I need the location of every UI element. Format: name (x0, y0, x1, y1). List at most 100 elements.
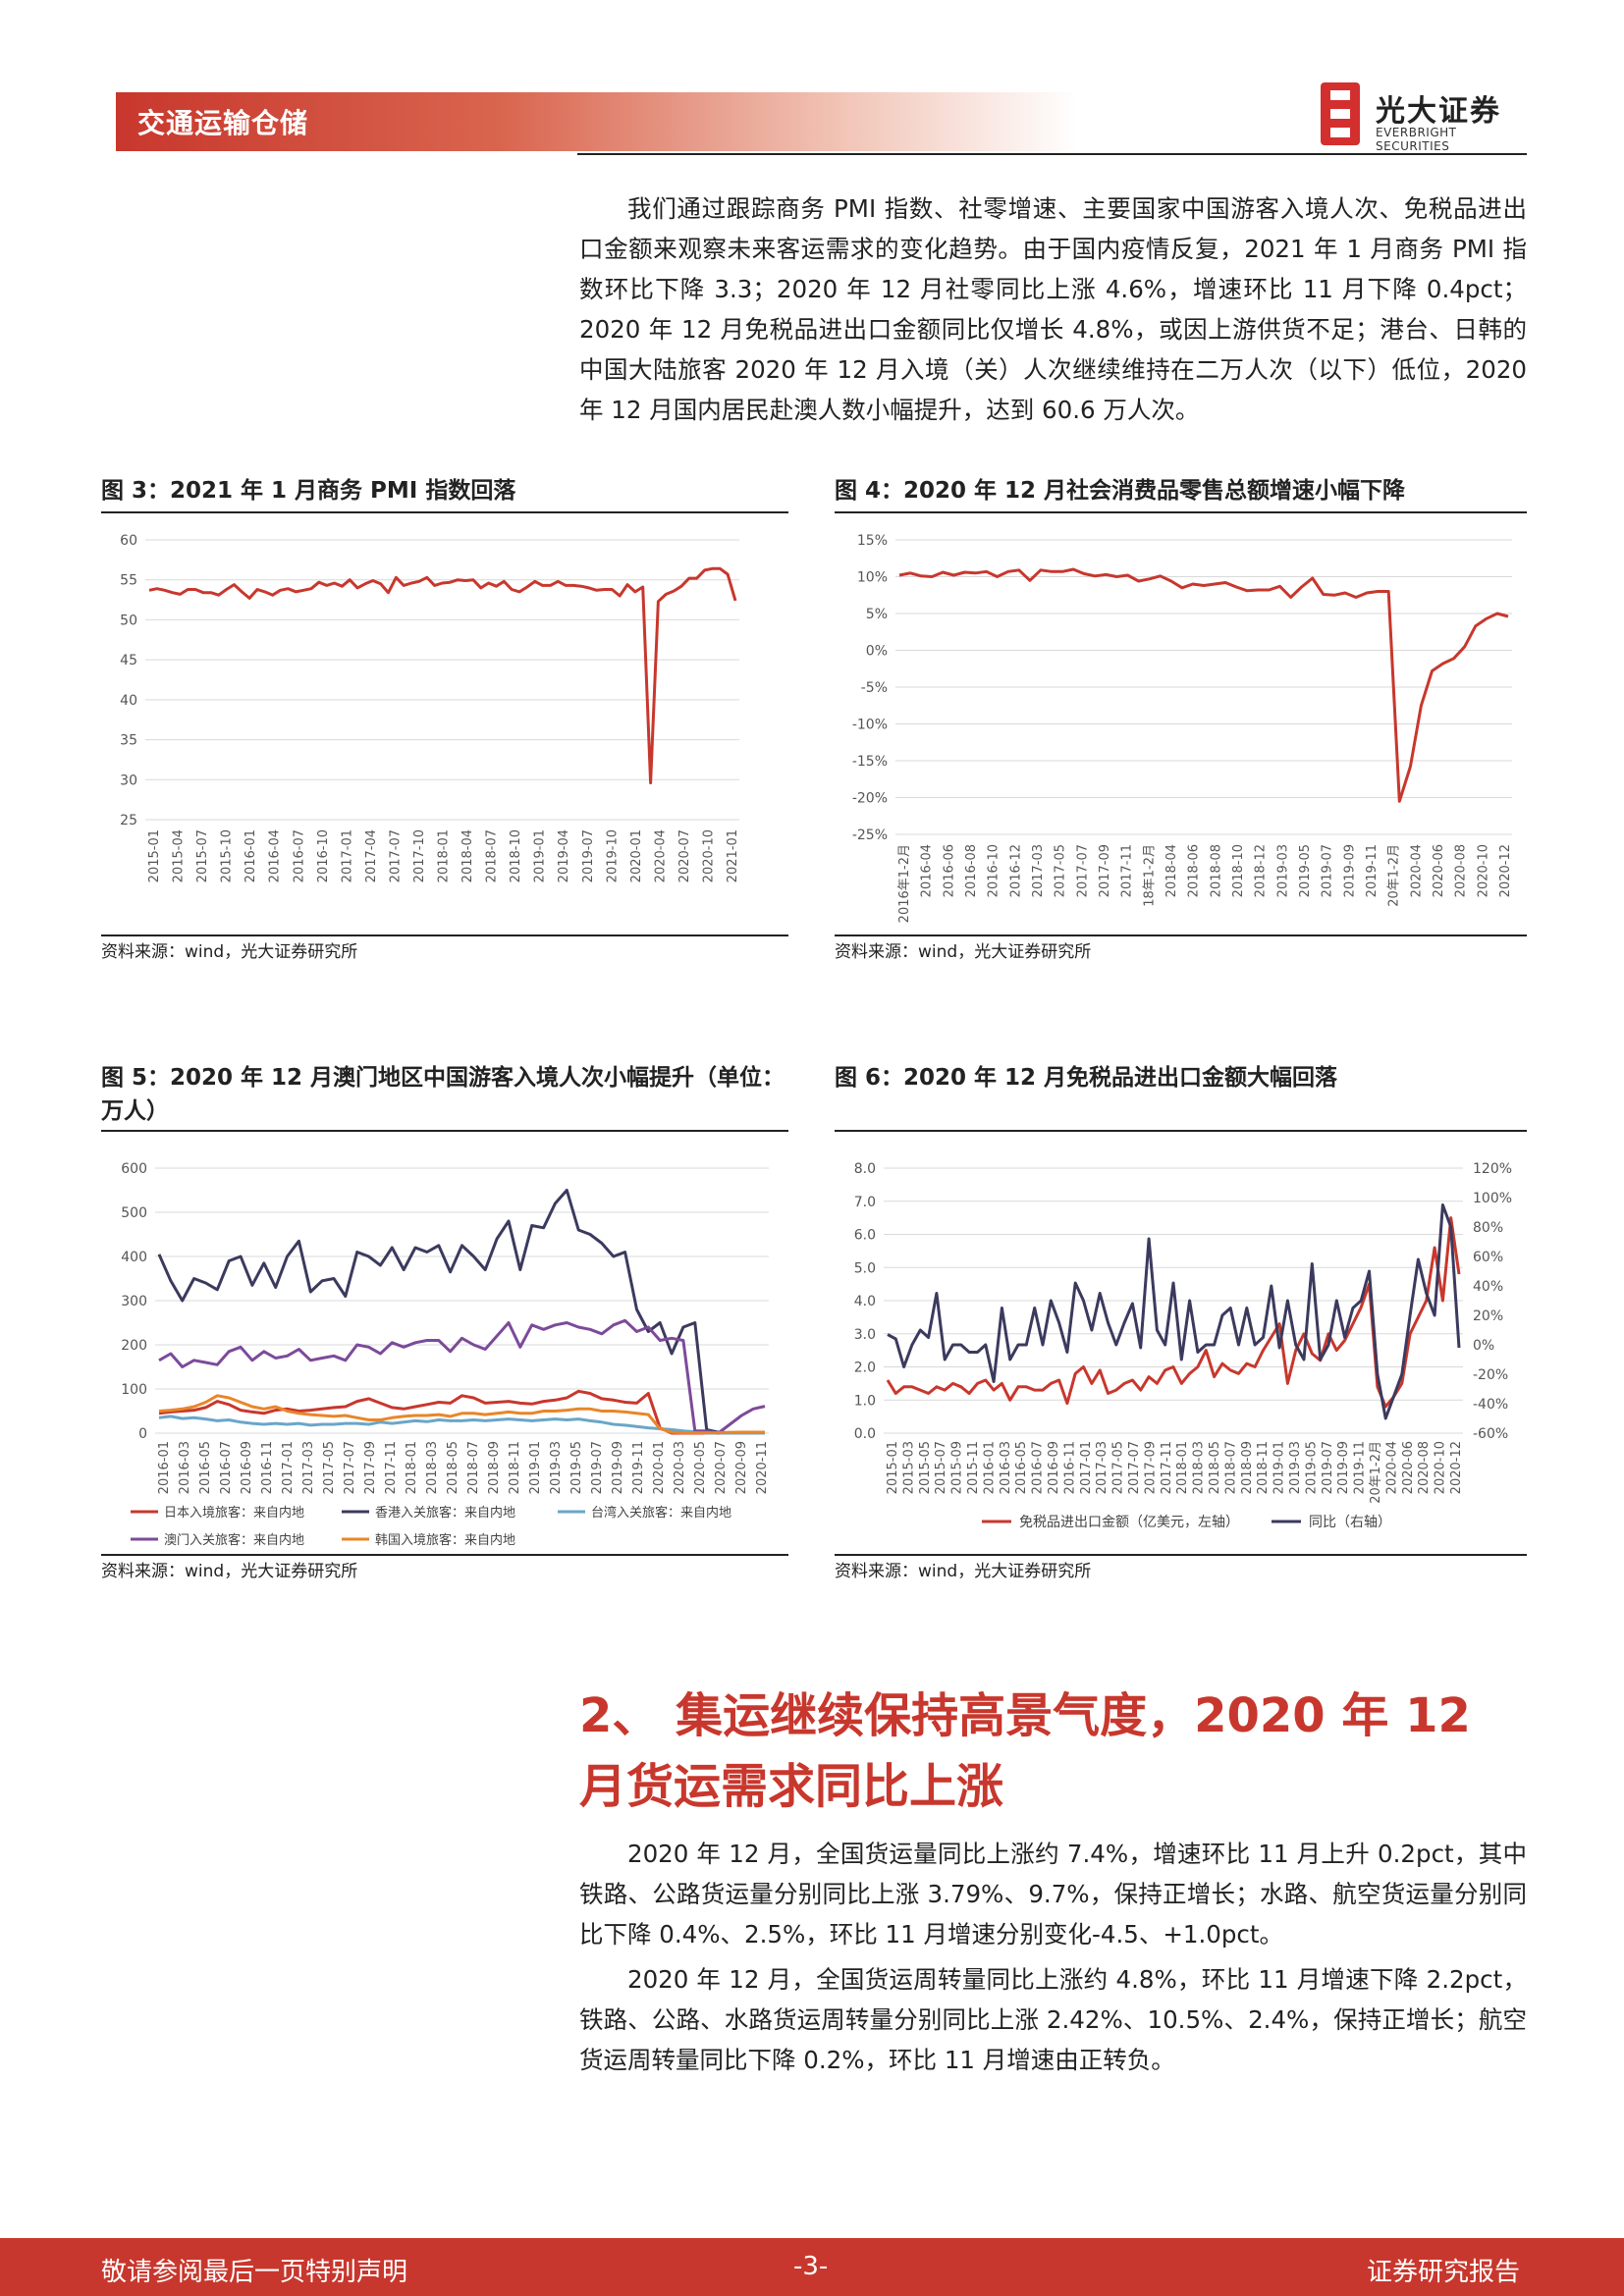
x-tick-label: 2016-05 (1014, 1441, 1029, 1494)
x-tick-label: 2018-08 (1209, 844, 1223, 897)
y-tick-label: 2.0 (854, 1361, 876, 1376)
x-tick-label: 2016-07 (292, 829, 306, 882)
x-tick-label: 2017-07 (343, 1441, 357, 1494)
y-tick-label: -5% (861, 680, 888, 696)
y-right-tick-label: 40% (1473, 1279, 1503, 1295)
x-tick-label: 2018-04 (1164, 844, 1179, 897)
x-tick-label: 2015-03 (901, 1441, 916, 1494)
x-tick-label: 2016-07 (219, 1441, 234, 1494)
series-line (158, 1318, 766, 1435)
x-tick-label: 2018-05 (1208, 1441, 1222, 1494)
x-tick-label: 2016-08 (964, 844, 979, 897)
x-tick-label: 2018-06 (1187, 844, 1202, 897)
footer-report-type: 证券研究报告 (1367, 2258, 1521, 2287)
y-right-tick-label: -40% (1473, 1397, 1508, 1413)
y-tick-label: 100 (121, 1382, 147, 1398)
y-tick-label: 0% (866, 644, 888, 660)
x-tick-label: 2018-04 (460, 829, 475, 882)
x-tick-label: 2017-03 (1031, 844, 1046, 897)
x-tick-label: 2020-04 (653, 829, 668, 882)
logo-chinese-name: 光大证券 (1376, 94, 1501, 129)
x-tick-label: 2020-04 (1384, 1441, 1399, 1494)
x-tick-label: 2017-10 (412, 829, 427, 882)
x-tick-label: 2019-07 (581, 829, 596, 882)
x-tick-label: 2016-09 (240, 1441, 254, 1494)
intro-text: 我们通过跟踪商务 PMI 指数、社零增速、主要国家中国游客入境人次、免税品进出口… (579, 194, 1527, 424)
x-tick-label: 18年1-2月 (1142, 844, 1157, 907)
x-tick-label: 2017-05 (1054, 844, 1068, 897)
para2-text: 2020 年 12 月，全国货运量同比上涨约 7.4%，增速环比 11 月上升 … (579, 1840, 1527, 1949)
y-tick-label: 55 (120, 573, 137, 589)
x-tick-label: 2016-10 (987, 844, 1001, 897)
x-tick-label: 2019-01 (533, 829, 548, 882)
y-right-tick-label: 60% (1473, 1250, 1503, 1265)
section-2-heading: 2、 集运继续保持高景气度，2020 年 12 月货运需求同比上涨 (579, 1688, 1471, 1814)
legend-label: 韩国入境旅客：来自内地 (375, 1532, 515, 1548)
x-tick-label: 2020-10 (1476, 844, 1490, 897)
fig6-bottom-rule (835, 1554, 1527, 1556)
x-tick-label: 2018-05 (446, 1441, 460, 1494)
y-right-tick-label: 20% (1473, 1308, 1503, 1324)
series-line (886, 1216, 1461, 1409)
x-tick-label: 2016-07 (1031, 1441, 1046, 1494)
x-tick-label: 2018-01 (1175, 1441, 1190, 1494)
x-tick-label: 2017-07 (388, 829, 403, 882)
page-number: -3- (793, 2252, 829, 2281)
y-right-tick-label: -60% (1473, 1426, 1508, 1442)
logo-mark-icon (1321, 82, 1360, 145)
y-tick-label: 40 (120, 693, 137, 709)
x-tick-label: 2017-07 (1127, 1441, 1142, 1494)
x-tick-label: 2018-11 (508, 1441, 522, 1494)
fig5-top-rule (101, 1130, 788, 1132)
x-tick-label: 2017-05 (322, 1441, 337, 1494)
x-tick-label: 2015-05 (918, 1441, 933, 1494)
company-logo: 光大证券 EVERBRIGHT SECURITIES (1321, 82, 1529, 153)
x-tick-label: 2019-05 (1298, 844, 1313, 897)
fig5-bottom-rule (101, 1554, 788, 1556)
x-tick-label: 2019-01 (528, 1441, 543, 1494)
x-tick-label: 2017-01 (281, 1441, 296, 1494)
y-tick-label: 4.0 (854, 1294, 876, 1309)
series-line (887, 1203, 1461, 1420)
series-line (158, 1415, 765, 1435)
x-tick-label: 2016-01 (244, 829, 258, 882)
x-tick-label: 2015-07 (934, 1441, 948, 1494)
legend-label: 澳门入关旅客：来自内地 (164, 1532, 304, 1548)
x-tick-label: 2020-04 (1409, 844, 1424, 897)
x-tick-label: 2019-03 (1275, 844, 1290, 897)
x-tick-label: 2020-01 (629, 829, 644, 882)
x-tick-label: 2019-11 (1353, 1441, 1368, 1494)
x-tick-label: 2020-12 (1449, 1441, 1464, 1494)
x-tick-label: 2018-09 (1240, 1441, 1255, 1494)
x-tick-label: 2016-01 (157, 1441, 172, 1494)
x-tick-label: 2016-09 (1047, 1441, 1061, 1494)
y-tick-label: 5% (866, 607, 888, 622)
x-tick-label: 2019-07 (1321, 1441, 1335, 1494)
x-tick-label: 2016-06 (942, 844, 956, 897)
x-tick-label: 2016-10 (316, 829, 331, 882)
x-tick-label: 2015-01 (886, 1441, 900, 1494)
footer-bar: 敬请参阅最后一页特别声明 -3- 证券研究报告 (0, 2238, 1624, 2296)
fig5-title: 图 5：2020 年 12 月澳门地区中国游客入境人次小幅提升（单位：万人） (101, 1065, 785, 1124)
x-tick-label: 2017-03 (1095, 1441, 1110, 1494)
header-band (116, 92, 1078, 151)
x-tick-label: 2015-07 (195, 829, 210, 882)
x-tick-label: 2020-05 (693, 1441, 708, 1494)
x-tick-label: 2018-10 (1231, 844, 1246, 897)
x-tick-label: 2016-12 (1008, 844, 1023, 897)
y-tick-label: 3.0 (854, 1327, 876, 1343)
y-right-tick-label: 0% (1473, 1338, 1494, 1354)
x-tick-label: 2016-11 (1062, 1441, 1077, 1494)
x-tick-label: 2015-10 (220, 829, 235, 882)
x-tick-label: 2016-11 (260, 1441, 275, 1494)
x-tick-label: 2016-01 (982, 1441, 997, 1494)
x-tick-label: 2017-01 (1079, 1441, 1094, 1494)
y-tick-label: 25 (120, 813, 137, 828)
fig3-title: 图 3：2021 年 1 月商务 PMI 指数回落 (101, 478, 516, 504)
section-2-paragraph-2: 2020 年 12 月，全国货运周转量同比上涨约 4.8%，环比 11 月增速下… (579, 1959, 1527, 2080)
x-tick-label: 2020-10 (701, 829, 716, 882)
x-tick-label: 2020-11 (755, 1441, 770, 1494)
x-tick-label: 2018-03 (1192, 1441, 1207, 1494)
y-tick-label: 10% (857, 570, 888, 586)
fig4-title: 图 4：2020 年 12 月社会消费品零售总额增速小幅下降 (835, 478, 1406, 504)
